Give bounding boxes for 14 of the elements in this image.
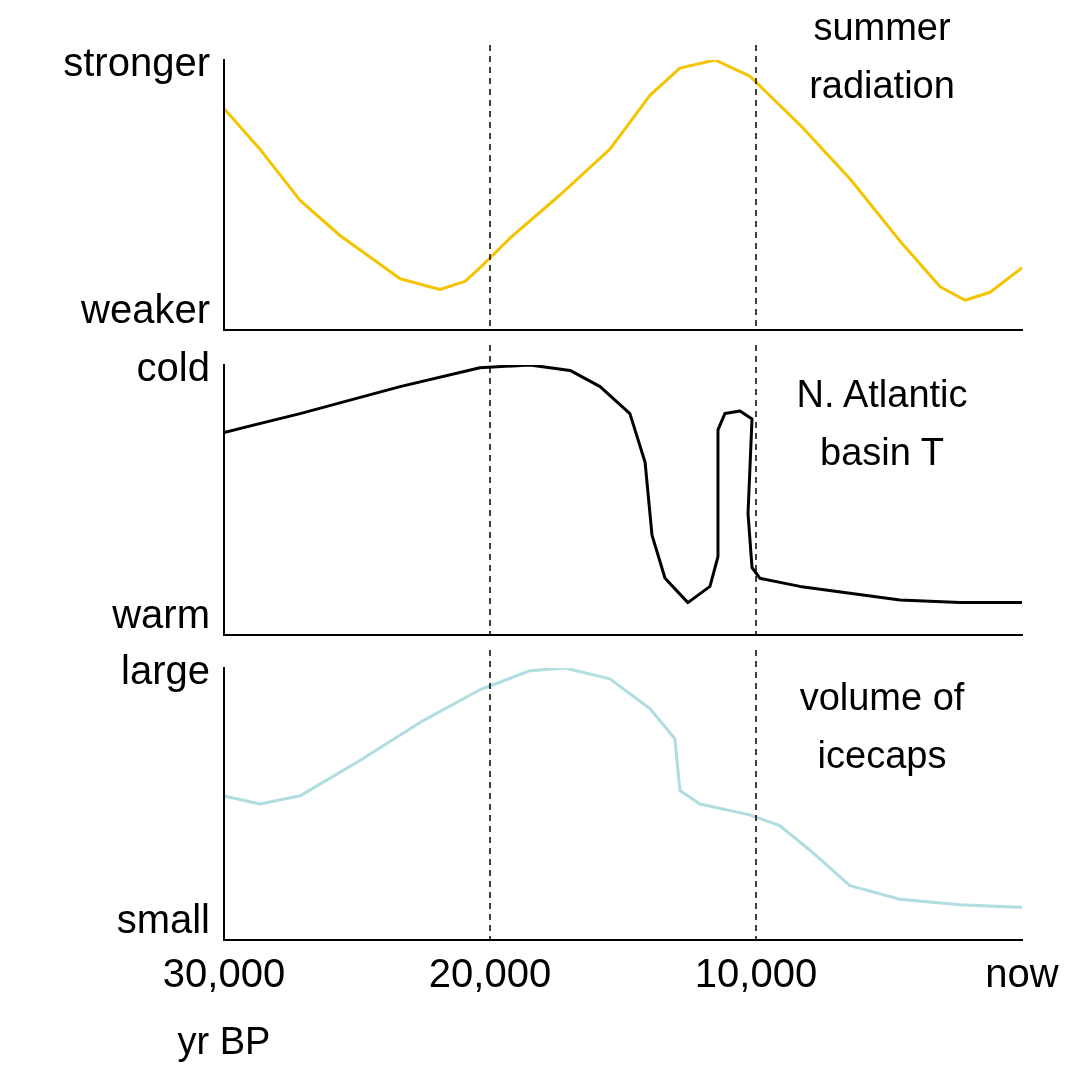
x-tick-label: now: [985, 951, 1059, 996]
text: cold: [136, 345, 210, 390]
text: weaker: [80, 287, 210, 332]
x-tick-label: 20,000: [428, 951, 552, 996]
text: large: [121, 648, 210, 693]
text: stronger: [63, 40, 210, 85]
x-tick-label: 10,000: [694, 951, 818, 996]
series-label: volume of icecaps: [799, 676, 965, 777]
text: warm: [111, 592, 210, 637]
series-label: summer radiation: [809, 6, 955, 107]
series-label: N. Atlantic basin T: [796, 373, 968, 474]
x-axis-title: yr BP: [177, 1020, 271, 1063]
text: small: [116, 897, 210, 942]
x-tick-label: 30,000: [162, 951, 286, 996]
